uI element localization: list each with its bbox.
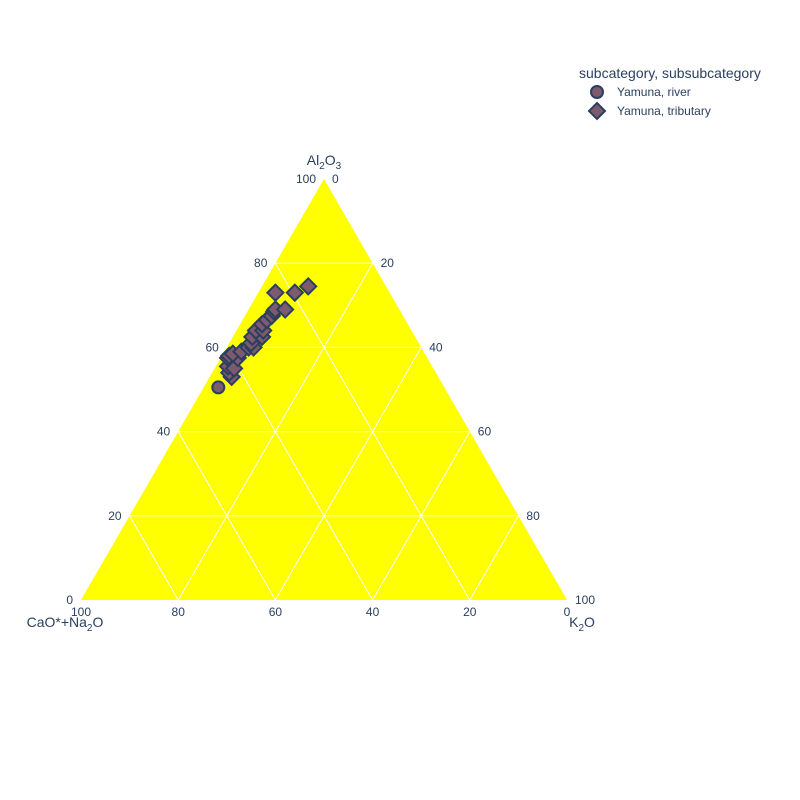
tick-label-c: 60 bbox=[478, 425, 492, 439]
grid-line-c bbox=[274, 347, 422, 601]
legend-marker-diamond-icon bbox=[587, 101, 607, 121]
tick-label-a: 40 bbox=[157, 425, 171, 439]
grid-line-b bbox=[129, 515, 179, 601]
tick-label-b: 100 bbox=[71, 605, 91, 619]
axis-title-b: CaO*+Na2O bbox=[27, 614, 104, 634]
legend-label-tributary: Yamuna, tributary bbox=[617, 104, 711, 118]
tick-label-c: 40 bbox=[429, 340, 443, 354]
legend[interactable]: subcategory, subsubcategory Yamuna, rive… bbox=[579, 65, 761, 121]
tick-label-b: 20 bbox=[463, 605, 477, 619]
tick-label-a: 60 bbox=[205, 340, 219, 354]
ternary-background bbox=[81, 179, 567, 600]
tick-label-c: 20 bbox=[381, 256, 395, 270]
tick-label-b: 40 bbox=[366, 605, 380, 619]
ternary-ticks: 0 0 0 20 20 20 40 40 40 60 60 60 80 80 80 100 100 100 bbox=[66, 172, 595, 619]
data-point-tributary[interactable] bbox=[265, 283, 285, 303]
data-point-tributary[interactable] bbox=[285, 283, 305, 303]
tick-label-b: 80 bbox=[172, 605, 186, 619]
tick-label-b: 0 bbox=[564, 605, 571, 619]
tick-label-a: 100 bbox=[296, 172, 316, 186]
legend-marker-circle-icon bbox=[590, 85, 604, 99]
legend-item-tributary[interactable]: Yamuna, tributary bbox=[587, 101, 711, 121]
legend-label-river: Yamuna, river bbox=[617, 85, 691, 99]
grid-line-b bbox=[226, 347, 374, 601]
grid-line-c bbox=[469, 515, 519, 601]
data-points bbox=[211, 276, 318, 395]
ternary-grid bbox=[129, 262, 519, 601]
data-point-tributary[interactable] bbox=[298, 276, 318, 296]
tick-label-c: 80 bbox=[526, 509, 540, 523]
tick-label-a: 0 bbox=[66, 593, 73, 607]
grid-line-c bbox=[372, 431, 471, 601]
grid-line-b bbox=[177, 431, 276, 601]
data-point-river[interactable] bbox=[211, 380, 226, 395]
axis-title-c: K2O bbox=[569, 614, 595, 634]
tick-label-c: 100 bbox=[575, 593, 595, 607]
tick-label-a: 20 bbox=[108, 509, 122, 523]
tick-label-c: 0 bbox=[332, 172, 339, 186]
tick-label-a: 80 bbox=[254, 256, 268, 270]
legend-title: subcategory, subsubcategory bbox=[579, 65, 761, 81]
legend-item-river[interactable]: Yamuna, river bbox=[590, 85, 691, 99]
tick-label-b: 60 bbox=[269, 605, 283, 619]
axis-title-a: Al2O3 bbox=[307, 152, 342, 172]
data-point-tributary[interactable] bbox=[275, 300, 295, 319]
